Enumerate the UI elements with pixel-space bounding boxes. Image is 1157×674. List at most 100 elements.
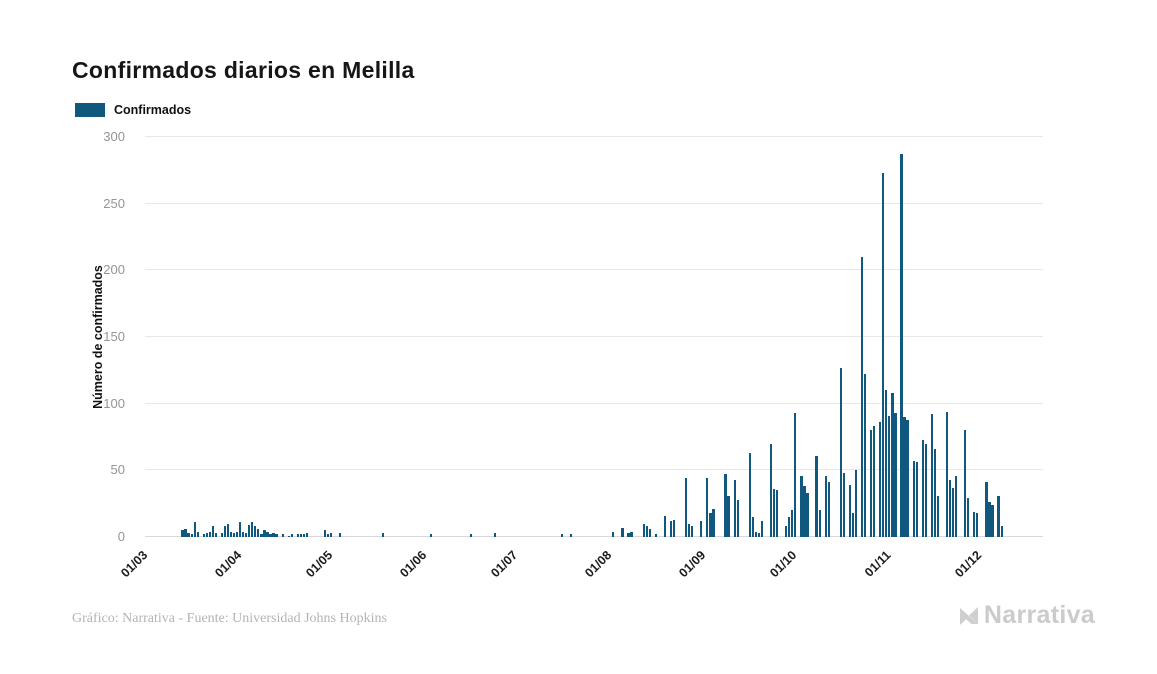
bar (879, 422, 882, 537)
bar (569, 534, 572, 537)
bar (903, 417, 906, 537)
bar (302, 534, 305, 537)
bar (915, 462, 918, 537)
bar (621, 527, 624, 537)
y-tick-label: 150 (103, 329, 125, 344)
bar (870, 430, 873, 537)
bar (885, 390, 888, 537)
gridline (145, 202, 1043, 204)
bar (839, 367, 842, 537)
bar (751, 517, 754, 537)
y-axis-labels: 0 50 100 150 200 250 300 (83, 129, 135, 544)
bar (254, 526, 257, 537)
bar (882, 173, 885, 537)
bar (724, 474, 727, 537)
gridline (145, 136, 1043, 137)
bar (772, 489, 776, 537)
bar (769, 443, 773, 537)
legend-swatch-icon (75, 103, 105, 117)
bar (933, 449, 936, 537)
bar (736, 499, 739, 537)
bar (873, 426, 876, 537)
bar (612, 531, 615, 537)
bar (815, 455, 818, 537)
bar (299, 534, 302, 537)
gridline (145, 402, 1043, 404)
bar (691, 526, 694, 537)
bar (794, 413, 797, 537)
bar (988, 502, 991, 537)
bar (560, 534, 563, 537)
bar (290, 534, 293, 537)
bar (824, 475, 827, 537)
bar (967, 498, 970, 537)
bar (330, 533, 333, 537)
bar (269, 534, 272, 537)
bar (214, 533, 217, 537)
bar (229, 531, 233, 537)
bar (906, 419, 909, 537)
bar (791, 510, 794, 537)
bar (266, 531, 269, 537)
bar (976, 513, 979, 537)
bar (748, 453, 751, 537)
bar (860, 257, 864, 537)
bar (800, 475, 803, 537)
y-tick-label: 50 (110, 462, 125, 478)
bar (955, 475, 958, 537)
bar (997, 495, 1000, 537)
bar (236, 531, 239, 537)
bar (900, 154, 903, 537)
bar (921, 439, 924, 537)
bar (685, 478, 688, 537)
bar (323, 530, 327, 537)
bar (785, 526, 788, 537)
y-tick-label: 100 (103, 395, 125, 411)
bar (733, 479, 736, 537)
bar (788, 517, 791, 537)
bar (205, 533, 208, 537)
bar (327, 534, 330, 537)
bar (281, 534, 284, 537)
bar (848, 485, 852, 537)
gridline (145, 269, 1043, 271)
bar (985, 482, 988, 537)
bar (223, 526, 227, 537)
bar (181, 530, 184, 537)
bar (672, 519, 676, 537)
bar (851, 513, 855, 537)
bar (688, 523, 691, 537)
bar (627, 533, 630, 537)
bar (727, 495, 730, 537)
bar (260, 534, 263, 537)
bar (818, 510, 821, 537)
legend-label: Confirmados (114, 103, 192, 117)
bar (973, 511, 976, 537)
legend: Confirmados (75, 103, 191, 117)
bar (803, 486, 806, 537)
bar (202, 534, 205, 537)
y-tick-label: 0 (117, 529, 125, 544)
narrativa-logo-icon (957, 604, 981, 628)
bar (187, 533, 190, 537)
bar (842, 473, 845, 537)
bar (275, 534, 278, 537)
bar (296, 534, 299, 537)
bar (196, 531, 199, 537)
bar (339, 533, 342, 537)
bar (245, 533, 248, 537)
bar (806, 493, 809, 537)
y-tick-label: 200 (103, 262, 125, 278)
bar (776, 490, 779, 537)
source-credit: Gráfico: Narrativa - Fuente: Universidad… (72, 611, 387, 626)
bar (951, 487, 955, 537)
page-title: Confirmados diarios en Melilla (72, 57, 415, 84)
bar (263, 530, 266, 537)
bar (493, 533, 497, 537)
bar (930, 414, 933, 537)
bar (700, 521, 703, 537)
bar (257, 529, 260, 537)
bar (706, 478, 709, 537)
bar (888, 415, 891, 537)
bar (924, 443, 927, 537)
